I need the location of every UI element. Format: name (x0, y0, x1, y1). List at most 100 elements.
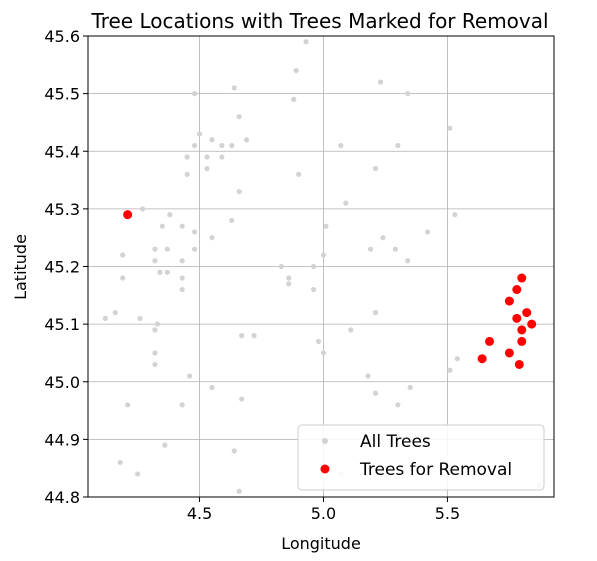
tree-point (372, 390, 379, 396)
tree-point (392, 246, 398, 252)
tree-point (236, 114, 242, 120)
tree-point (236, 188, 242, 195)
all-trees-points (102, 39, 542, 494)
tree-point (134, 471, 141, 477)
tree-point (191, 91, 198, 97)
tree-point (204, 165, 210, 172)
y-tick-label: 45.5 (44, 85, 80, 104)
tree-point (167, 212, 173, 218)
y-tick-label: 44.9 (44, 430, 80, 449)
removal-point (517, 273, 527, 283)
tree-point (236, 488, 242, 494)
tree-point (296, 171, 302, 177)
x-tick-label: 5.5 (435, 504, 460, 523)
tree-point (191, 246, 198, 252)
tree-point (117, 459, 123, 466)
removal-point (485, 336, 495, 346)
tree-point (407, 384, 413, 391)
x-axis-label: Longitude (281, 534, 361, 553)
tree-point (251, 333, 257, 339)
tree-point (323, 223, 329, 229)
tree-point (219, 142, 225, 149)
tree-point (191, 229, 198, 235)
tree-point (152, 258, 158, 264)
tree-point (343, 200, 349, 206)
tree-point (125, 402, 131, 408)
tree-point (239, 333, 245, 339)
legend-marker-removal (320, 464, 330, 474)
x-axis-ticks: 4.5 5.0 5.5 (187, 497, 460, 523)
legend-frame (297, 424, 545, 491)
removal-point (512, 285, 522, 295)
tree-point (338, 142, 344, 149)
tree-point (184, 171, 190, 177)
tree-point (120, 275, 126, 281)
y-tick-label: 45.0 (44, 373, 80, 392)
tree-point (293, 67, 299, 74)
tree-point (196, 131, 203, 137)
y-tick-label: 45.4 (44, 142, 80, 161)
removal-points (123, 210, 537, 369)
tree-point (231, 448, 237, 454)
tree-point (286, 281, 292, 287)
y-tick-label: 45.2 (44, 258, 80, 277)
tree-point (320, 252, 327, 258)
tree-point (365, 373, 371, 379)
tree-point (452, 212, 458, 218)
x-tick-label: 4.5 (187, 504, 212, 523)
removal-point (514, 359, 524, 369)
removal-point (477, 354, 487, 364)
tree-point (229, 217, 235, 223)
tree-point (204, 154, 210, 160)
y-tick-label: 45.1 (44, 315, 80, 334)
y-tick-label: 45.6 (44, 27, 80, 46)
removal-point (504, 348, 514, 358)
tree-point (187, 373, 193, 379)
tree-point (372, 310, 379, 316)
tree-point (454, 356, 460, 362)
tree-point (179, 258, 185, 264)
tree-point (137, 315, 143, 321)
tree-point (159, 223, 165, 229)
tree-point (320, 350, 327, 356)
removal-point (527, 319, 537, 329)
tree-point (184, 154, 190, 160)
tree-point (310, 286, 317, 293)
tree-point (291, 96, 297, 102)
removal-point (512, 313, 522, 323)
legend-label-all-trees: All Trees (360, 432, 431, 452)
tree-point (152, 361, 158, 368)
tree-point (405, 91, 411, 97)
tree-point (447, 125, 453, 131)
tree-point (348, 327, 354, 333)
tree-point (367, 246, 374, 252)
tree-point (239, 396, 245, 402)
tree-point (120, 252, 126, 258)
tree-point (152, 350, 158, 356)
removal-point (522, 308, 532, 318)
removal-point (517, 325, 527, 335)
tree-point (315, 338, 322, 345)
tree-point (405, 258, 411, 264)
tree-point (372, 165, 379, 172)
tree-point (310, 263, 317, 270)
tree-point (209, 137, 215, 143)
tree-point (152, 327, 158, 333)
y-tick-label: 45.3 (44, 200, 80, 219)
tree-point (154, 321, 161, 327)
y-axis-label: Latitude (11, 234, 30, 300)
chart-title: Tree Locations with Trees Marked for Rem… (90, 9, 548, 33)
y-axis-ticks: 44.8 44.9 45.0 45.1 45.2 45.3 45.4 45.5 45.6 (44, 27, 88, 507)
legend-marker-all-trees (322, 438, 328, 444)
tree-point (102, 315, 108, 321)
tree-point (395, 142, 401, 149)
tree-point (179, 275, 185, 281)
removal-point (517, 336, 527, 346)
tree-point (380, 235, 386, 241)
removal-point (123, 210, 133, 220)
removal-point (504, 296, 514, 306)
tree-point (139, 206, 146, 212)
tree-point (447, 367, 453, 373)
legend: All Trees Trees for Removal (297, 424, 545, 491)
